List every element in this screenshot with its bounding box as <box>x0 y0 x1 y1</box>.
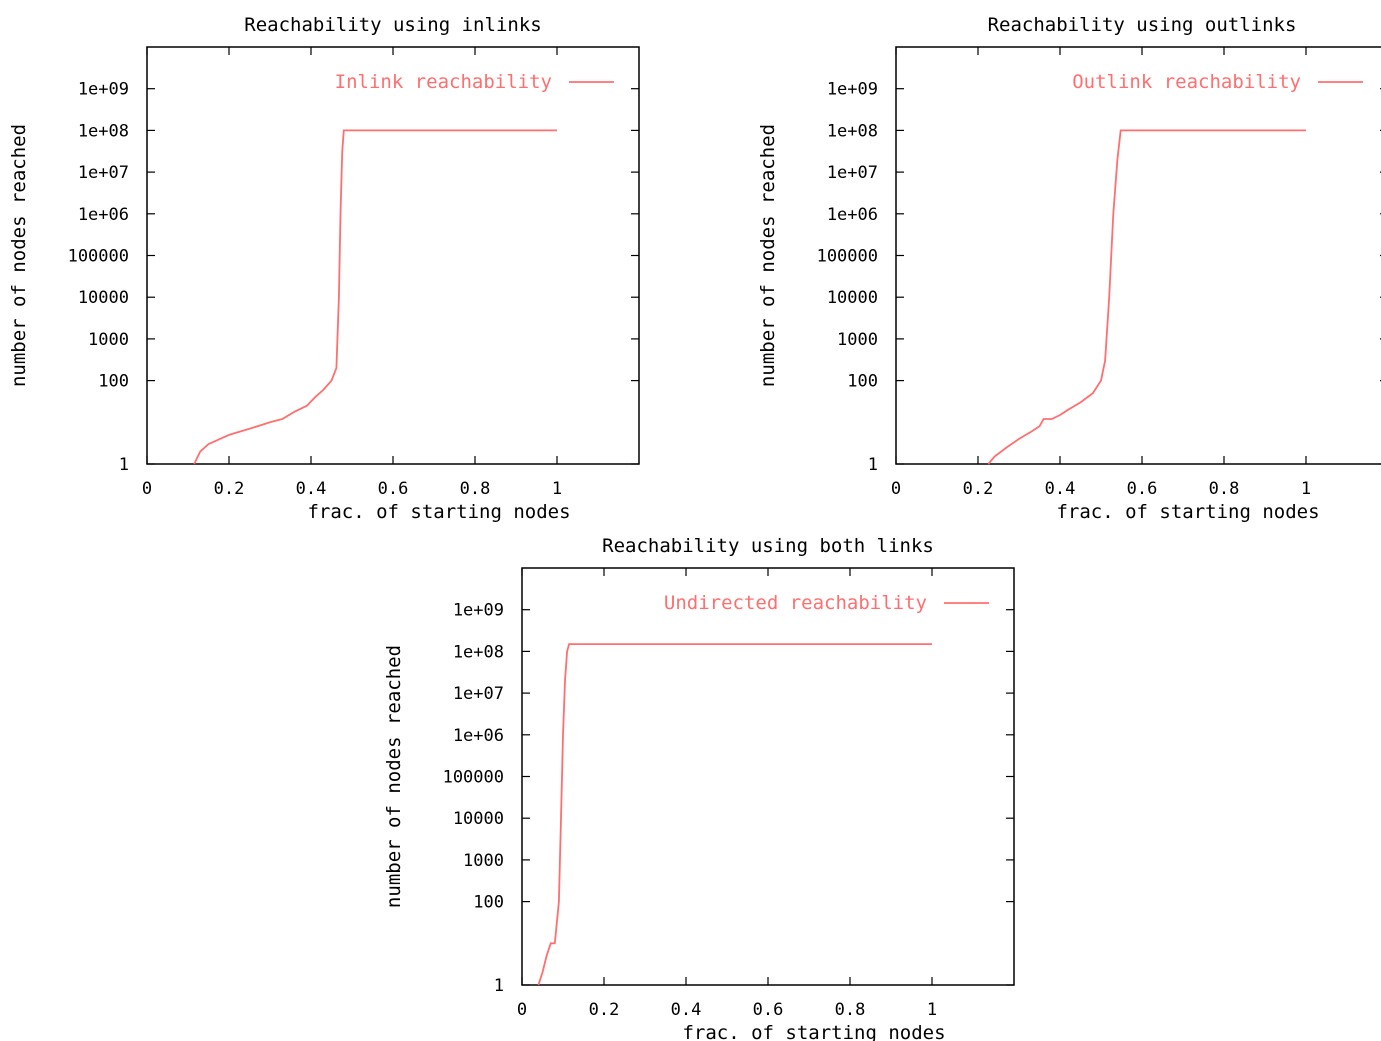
x-tick-label: 0 <box>517 1000 527 1020</box>
x-tick-label: 0.6 <box>1127 479 1158 499</box>
y-tick-label: 1e+08 <box>453 642 504 662</box>
chart-title: Reachability using both links <box>602 535 934 557</box>
x-tick-label: 0.8 <box>460 479 491 499</box>
x-tick-label: 0.6 <box>378 479 409 499</box>
plot-frame <box>895 46 1381 465</box>
y-tick-label: 1e+07 <box>827 163 878 183</box>
y-tick-label: 1e+08 <box>78 121 129 141</box>
x-tick-label: 0.2 <box>963 479 994 499</box>
y-tick-label: 1e+06 <box>827 205 878 225</box>
x-tick-label: 0.4 <box>671 1000 702 1020</box>
x-tick-label: 0.6 <box>753 1000 784 1020</box>
plot-frame <box>146 46 640 465</box>
legend-entry: Outlink reachability <box>1072 71 1301 93</box>
y-tick-label: 1e+06 <box>78 205 129 225</box>
x-axis-label: frac. of starting nodes <box>1056 501 1319 523</box>
x-tick-label: 0.2 <box>214 479 245 499</box>
x-tick-label: 0.8 <box>835 1000 866 1020</box>
chart-panel-2: Reachability using outlinks 0 0.2 0.4 0.6 0.8… <box>757 14 1381 523</box>
y-tick-label: 10000 <box>78 288 129 308</box>
legend-entry: Inlink reachability <box>335 71 552 93</box>
y-tick-label: 100 <box>98 372 129 392</box>
y-tick-label: 10000 <box>827 288 878 308</box>
x-tick-label: 0 <box>142 479 152 499</box>
x-tick-label: 0.4 <box>296 479 327 499</box>
y-tick-label: 1000 <box>88 330 129 350</box>
x-tick-label: 0.2 <box>589 1000 620 1020</box>
x-axis-label: frac. of starting nodes <box>307 501 570 523</box>
y-tick-label: 100 <box>847 372 878 392</box>
chart-panel-3: Reachability using both links 0 0.2 0.4 0.6 0… <box>383 535 1015 1041</box>
x-tick-label: 1 <box>1301 479 1311 499</box>
x-tick-label: 0.4 <box>1045 479 1076 499</box>
x-tick-label: 0 <box>891 479 901 499</box>
y-tick-label: 10000 <box>453 809 504 829</box>
plot-frame <box>521 567 1015 986</box>
y-tick-label: 1000 <box>837 330 878 350</box>
y-tick-label: 1 <box>868 455 878 475</box>
series-line <box>537 643 932 986</box>
y-tick-label: 1e+09 <box>453 601 504 621</box>
y-tick-label: 100 <box>473 893 504 913</box>
x-tick-label: 1 <box>927 1000 937 1020</box>
y-axis-label: number of nodes reached <box>8 124 30 387</box>
chart-panel-1: Reachability using inlinks 0 0.2 0.4 0.6 0.8 1… <box>8 14 640 523</box>
series-line <box>193 129 557 465</box>
y-tick-label: 1e+08 <box>827 121 878 141</box>
chart-title: Reachability using inlinks <box>244 14 541 36</box>
y-tick-label: 100000 <box>68 247 129 267</box>
x-tick-label: 1 <box>552 479 562 499</box>
y-axis-label: number of nodes reached <box>757 124 779 387</box>
y-tick-label: 1e+07 <box>453 684 504 704</box>
y-tick-label: 1e+07 <box>78 163 129 183</box>
y-tick-label: 1e+06 <box>453 726 504 746</box>
y-tick-label: 1 <box>119 455 129 475</box>
y-tick-label: 1e+09 <box>78 80 129 100</box>
y-tick-label: 100000 <box>443 768 504 788</box>
y-tick-label: 100000 <box>817 247 878 267</box>
y-tick-label: 1 <box>494 976 504 996</box>
chart-title: Reachability using outlinks <box>988 14 1297 36</box>
y-axis-label: number of nodes reached <box>383 645 405 908</box>
y-tick-label: 1e+09 <box>827 80 878 100</box>
x-tick-label: 0.8 <box>1209 479 1240 499</box>
x-axis-label: frac. of starting nodes <box>682 1022 945 1041</box>
y-tick-label: 1000 <box>463 851 504 871</box>
series-line <box>987 129 1306 465</box>
legend-entry: Undirected reachability <box>664 592 927 614</box>
